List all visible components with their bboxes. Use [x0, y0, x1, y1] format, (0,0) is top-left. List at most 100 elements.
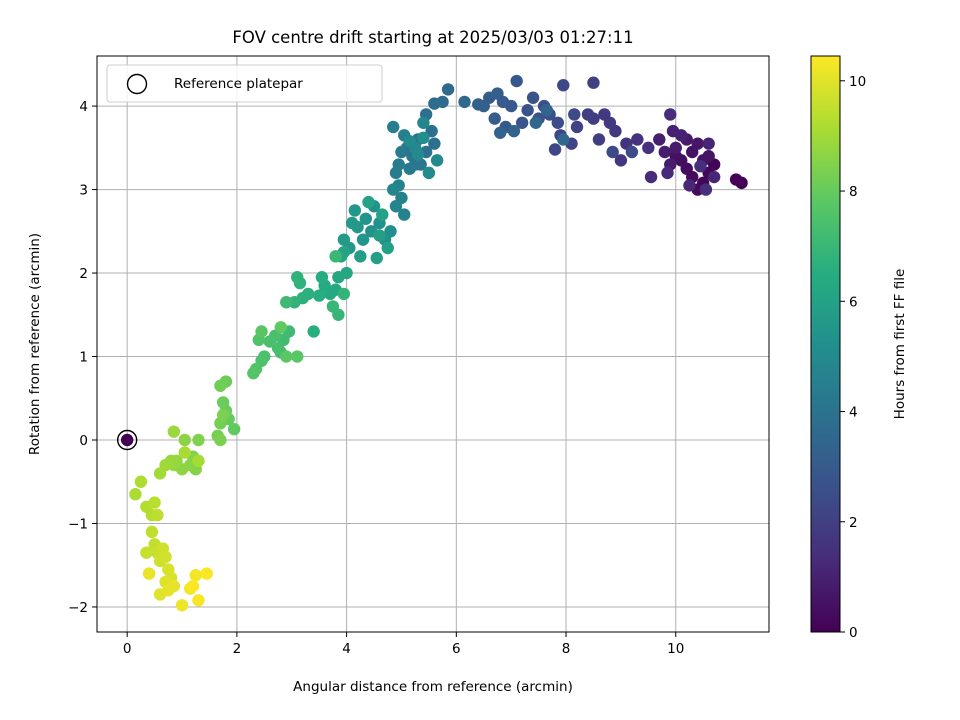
scatter-point — [707, 170, 721, 184]
scatter-point — [312, 289, 326, 302]
scatter-point — [669, 141, 682, 155]
scatter-point — [263, 335, 276, 348]
scatter-point — [702, 149, 715, 163]
scatter-point — [140, 546, 153, 559]
scatter-point — [625, 145, 639, 159]
colorbar-tick-label: 10 — [849, 74, 866, 90]
colorbar-frame — [810, 55, 841, 633]
y-tick-label: 4 — [79, 99, 88, 115]
y-tick-label: −2 — [68, 600, 88, 616]
scatter-point — [389, 200, 403, 213]
chart-title: FOV centre drift starting at 2025/03/03 … — [232, 28, 633, 47]
scatter-point — [134, 475, 148, 488]
scatter-point — [345, 216, 359, 230]
reference-point-fill — [120, 433, 134, 447]
scatter-point — [526, 91, 540, 104]
x-tick-label: 2 — [233, 641, 242, 657]
colorbar-label: Hours from first FF file — [892, 269, 908, 420]
scatter-point — [664, 108, 677, 121]
scatter-point — [192, 454, 205, 468]
scatter-point — [403, 162, 416, 175]
scatter-point — [422, 166, 436, 180]
scatter-point — [614, 154, 628, 167]
scatter-point — [326, 300, 340, 313]
scatter-point — [373, 229, 386, 242]
legend-label: Reference platepar — [174, 76, 303, 92]
scatter-point — [214, 433, 227, 447]
scatter-point — [642, 141, 655, 155]
colorbar-ticks: 0 2 4 6 8 10 — [840, 74, 866, 641]
scatter-point — [145, 525, 159, 539]
y-tick-label: 3 — [79, 183, 88, 199]
scatter-point — [129, 488, 142, 501]
scatter-point — [247, 367, 260, 380]
scatter-point — [332, 271, 345, 284]
x-tick-label: 10 — [667, 641, 684, 657]
scatter-point — [515, 116, 529, 129]
scatter-point — [216, 396, 230, 409]
scatter-point — [189, 569, 202, 582]
y-axis-label: Rotation from reference (arcmin) — [27, 233, 43, 455]
y-tick-label: 1 — [79, 350, 88, 366]
scatter-point — [441, 83, 455, 96]
scatter-point — [216, 408, 230, 422]
scatter-point — [151, 508, 164, 522]
scatter-point — [356, 233, 370, 246]
colorbar-tick-label: 8 — [849, 184, 858, 200]
scatter-point — [271, 341, 285, 355]
colorbar-tick-label: 0 — [849, 625, 858, 641]
scatter-point — [598, 108, 611, 121]
scatter-point — [694, 159, 707, 173]
scatter-point — [148, 496, 161, 509]
scatter-point — [428, 97, 441, 110]
scatter-point — [354, 250, 367, 263]
colorbar-tick-label: 2 — [849, 515, 858, 531]
scatter-point — [186, 579, 200, 593]
scatter-point — [192, 433, 205, 447]
scatter-point — [661, 166, 674, 180]
scatter-point — [274, 321, 287, 334]
scatter-point — [178, 433, 191, 447]
scatter-point — [428, 137, 441, 150]
scatter-point — [411, 148, 425, 161]
scatter-point — [587, 76, 600, 89]
scatter-point — [430, 154, 444, 167]
scatter-point — [307, 325, 320, 338]
scatter-point — [557, 133, 570, 146]
x-tick-label: 8 — [562, 641, 571, 657]
x-tick-label: 6 — [452, 641, 461, 657]
scatter-point — [540, 104, 554, 117]
scatter-point — [291, 271, 304, 284]
scatter-point — [329, 250, 342, 263]
scatter-point — [568, 108, 581, 121]
scatter-point — [398, 208, 411, 221]
axis-ticks: 0 2 4 6 8 10 −2 −1 0 1 2 3 4 — [68, 99, 684, 657]
scatter-point — [458, 95, 471, 109]
legend-reference-marker — [126, 73, 148, 95]
scatter-point — [389, 166, 403, 180]
scatter-point — [280, 296, 293, 309]
scatter-point — [491, 87, 504, 100]
scatter-point — [291, 350, 304, 363]
scatter-point — [631, 133, 644, 146]
x-tick-label: 4 — [342, 641, 351, 657]
scatter-point — [167, 425, 180, 438]
scatter-point — [214, 379, 227, 392]
reference-point-ring — [116, 429, 138, 451]
scatter-point — [175, 599, 189, 612]
scatter-point — [192, 594, 205, 607]
scatter-point — [403, 134, 416, 148]
scatter-point — [702, 137, 715, 150]
scatter-point — [675, 129, 688, 142]
reference-marker — [116, 429, 138, 451]
scatter-point — [395, 145, 408, 159]
scatter-point — [387, 120, 400, 134]
scatter-point — [417, 116, 430, 129]
colorbar-tick-label: 4 — [849, 405, 858, 421]
y-tick-label: 2 — [79, 266, 88, 282]
scatter-point — [644, 170, 658, 184]
scatter-point — [255, 325, 268, 338]
scatter-point — [280, 350, 293, 363]
scatter-point — [414, 158, 427, 171]
